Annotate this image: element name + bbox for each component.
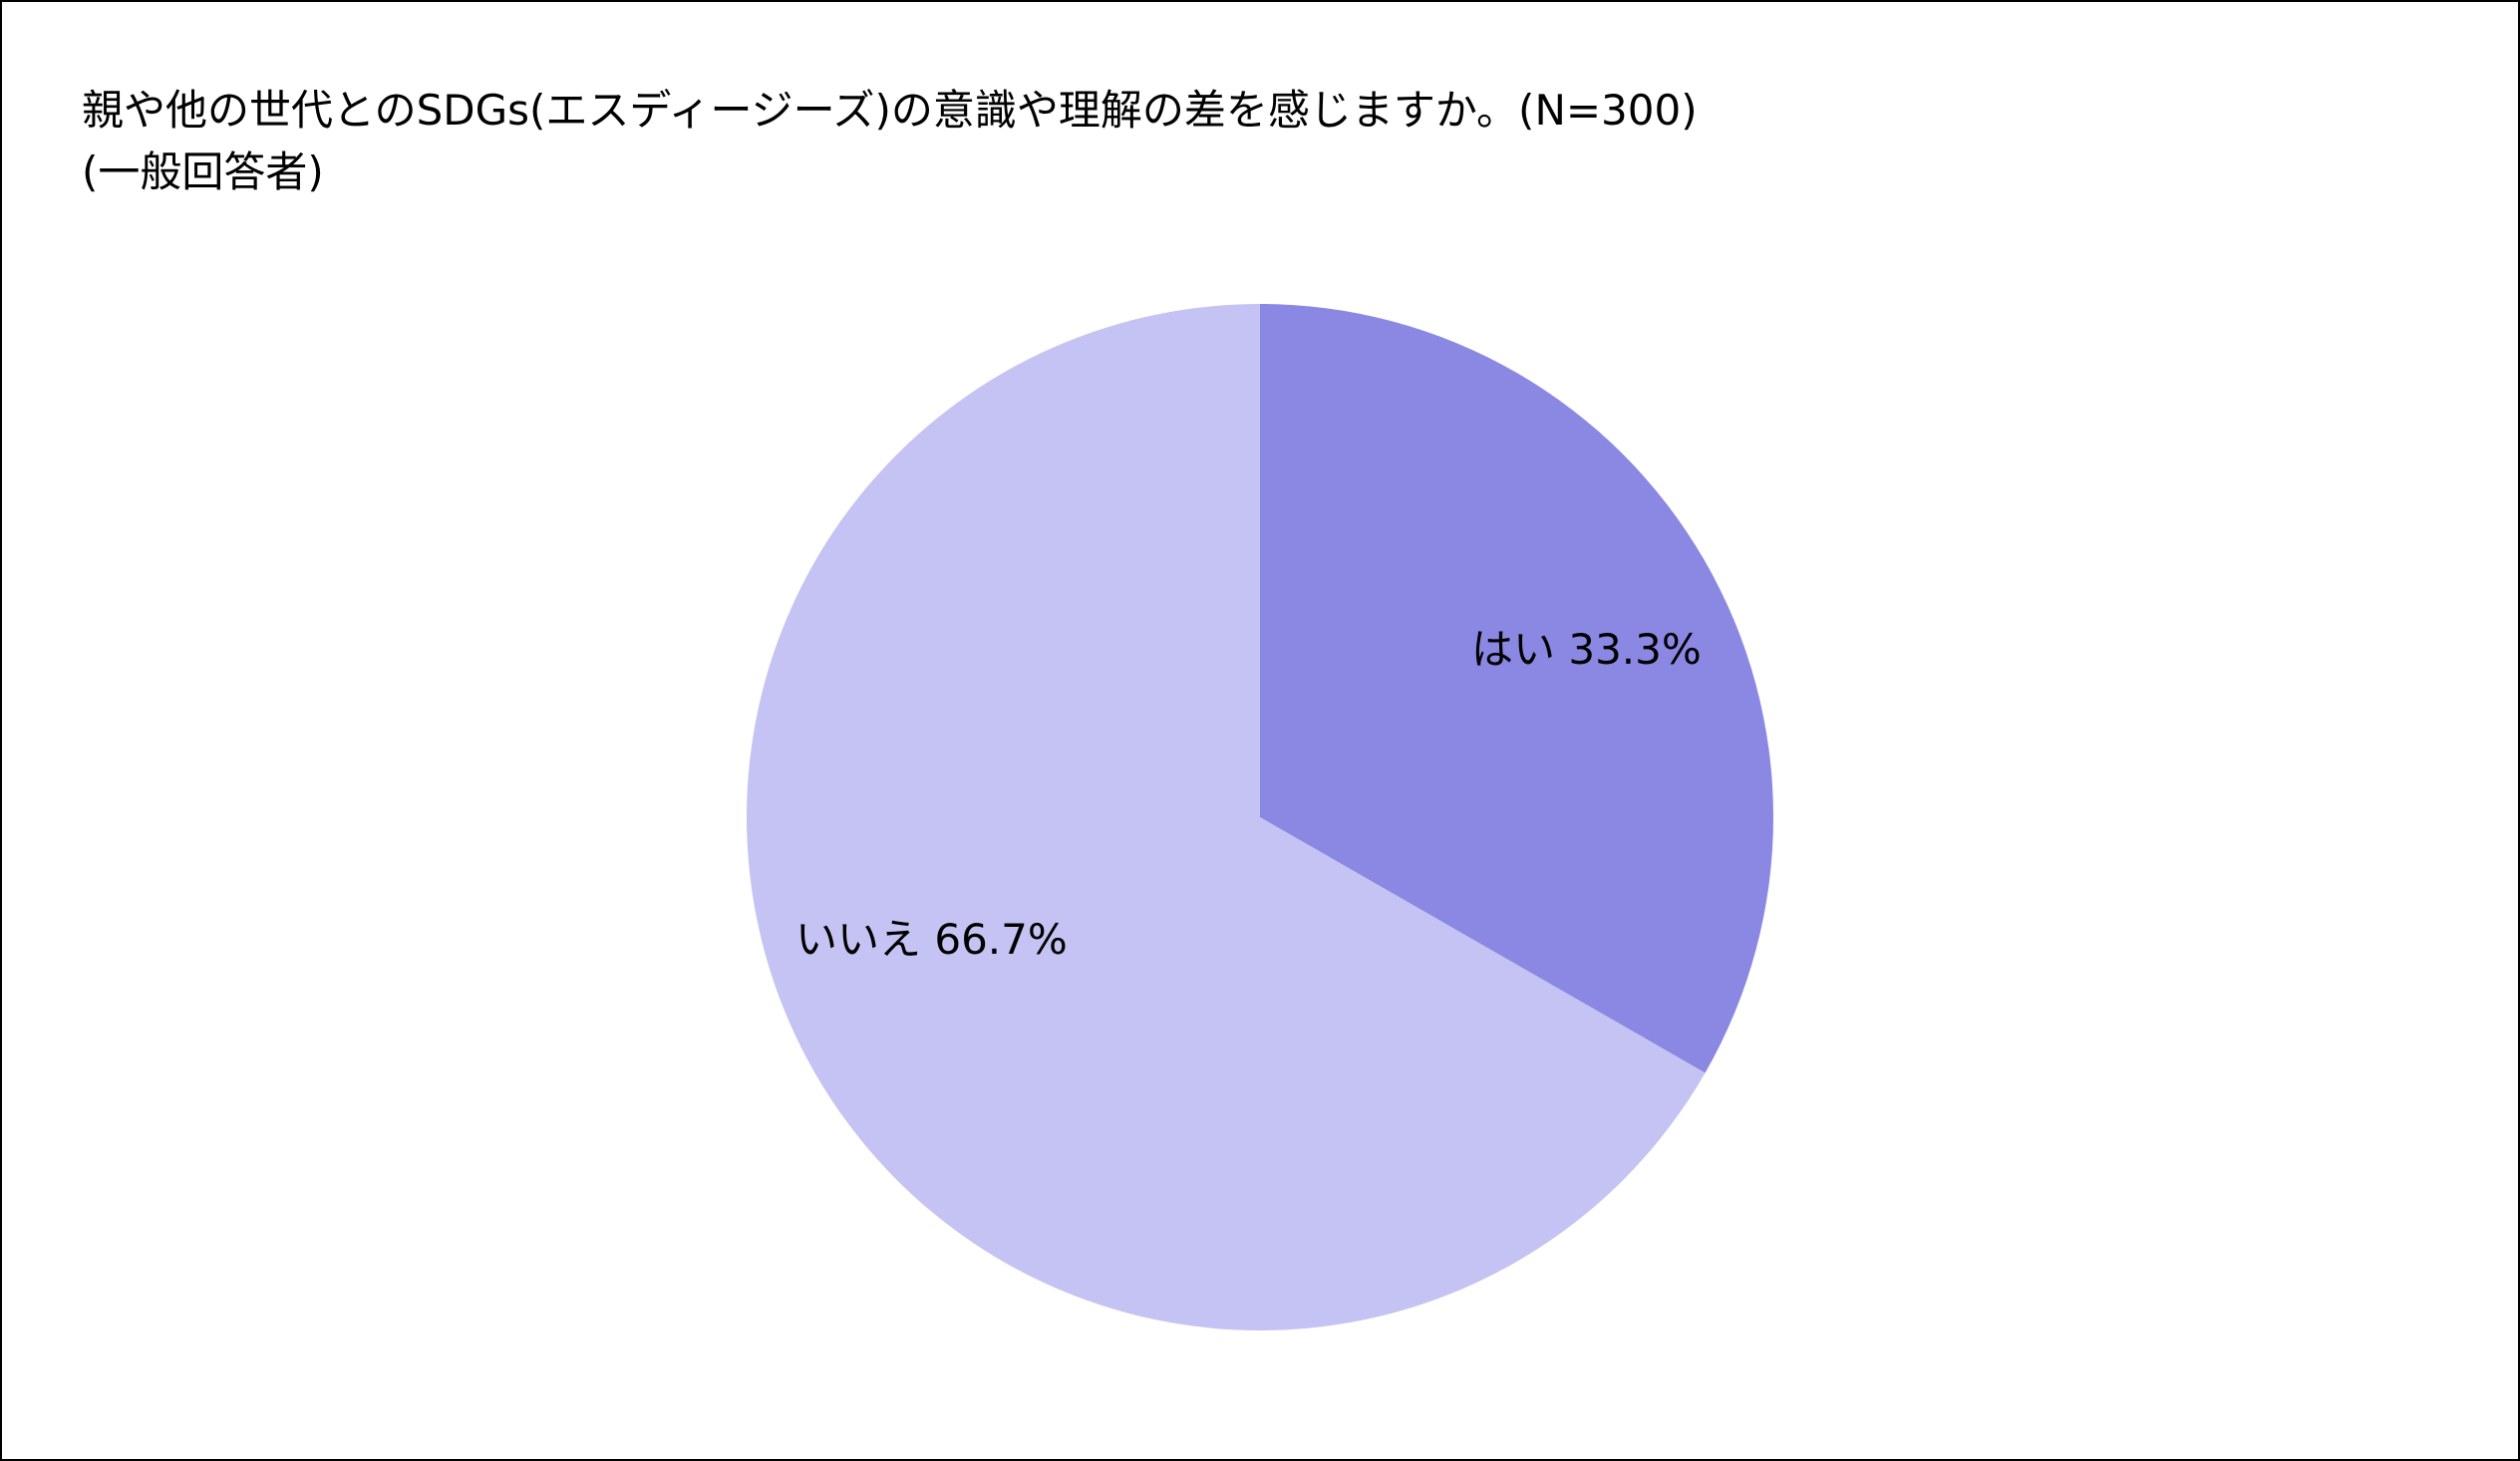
slice-label-yes: はい 33.3%: [1471, 625, 1702, 674]
pie-slice-yes: [1260, 304, 1773, 1073]
slice-label-no: いいえ 66.7%: [795, 915, 1068, 964]
pie-slice-no: [747, 304, 1706, 1330]
chart-subtitle: (一般回答者): [82, 147, 324, 196]
chart-title-block: 親や他の世代とのSDGs(エスディージーズ)の意識や理解の差を感じますか。(N=…: [82, 80, 1698, 203]
chart-title: 親や他の世代とのSDGs(エスディージーズ)の意識や理解の差を感じますか。(N=…: [82, 86, 1698, 135]
